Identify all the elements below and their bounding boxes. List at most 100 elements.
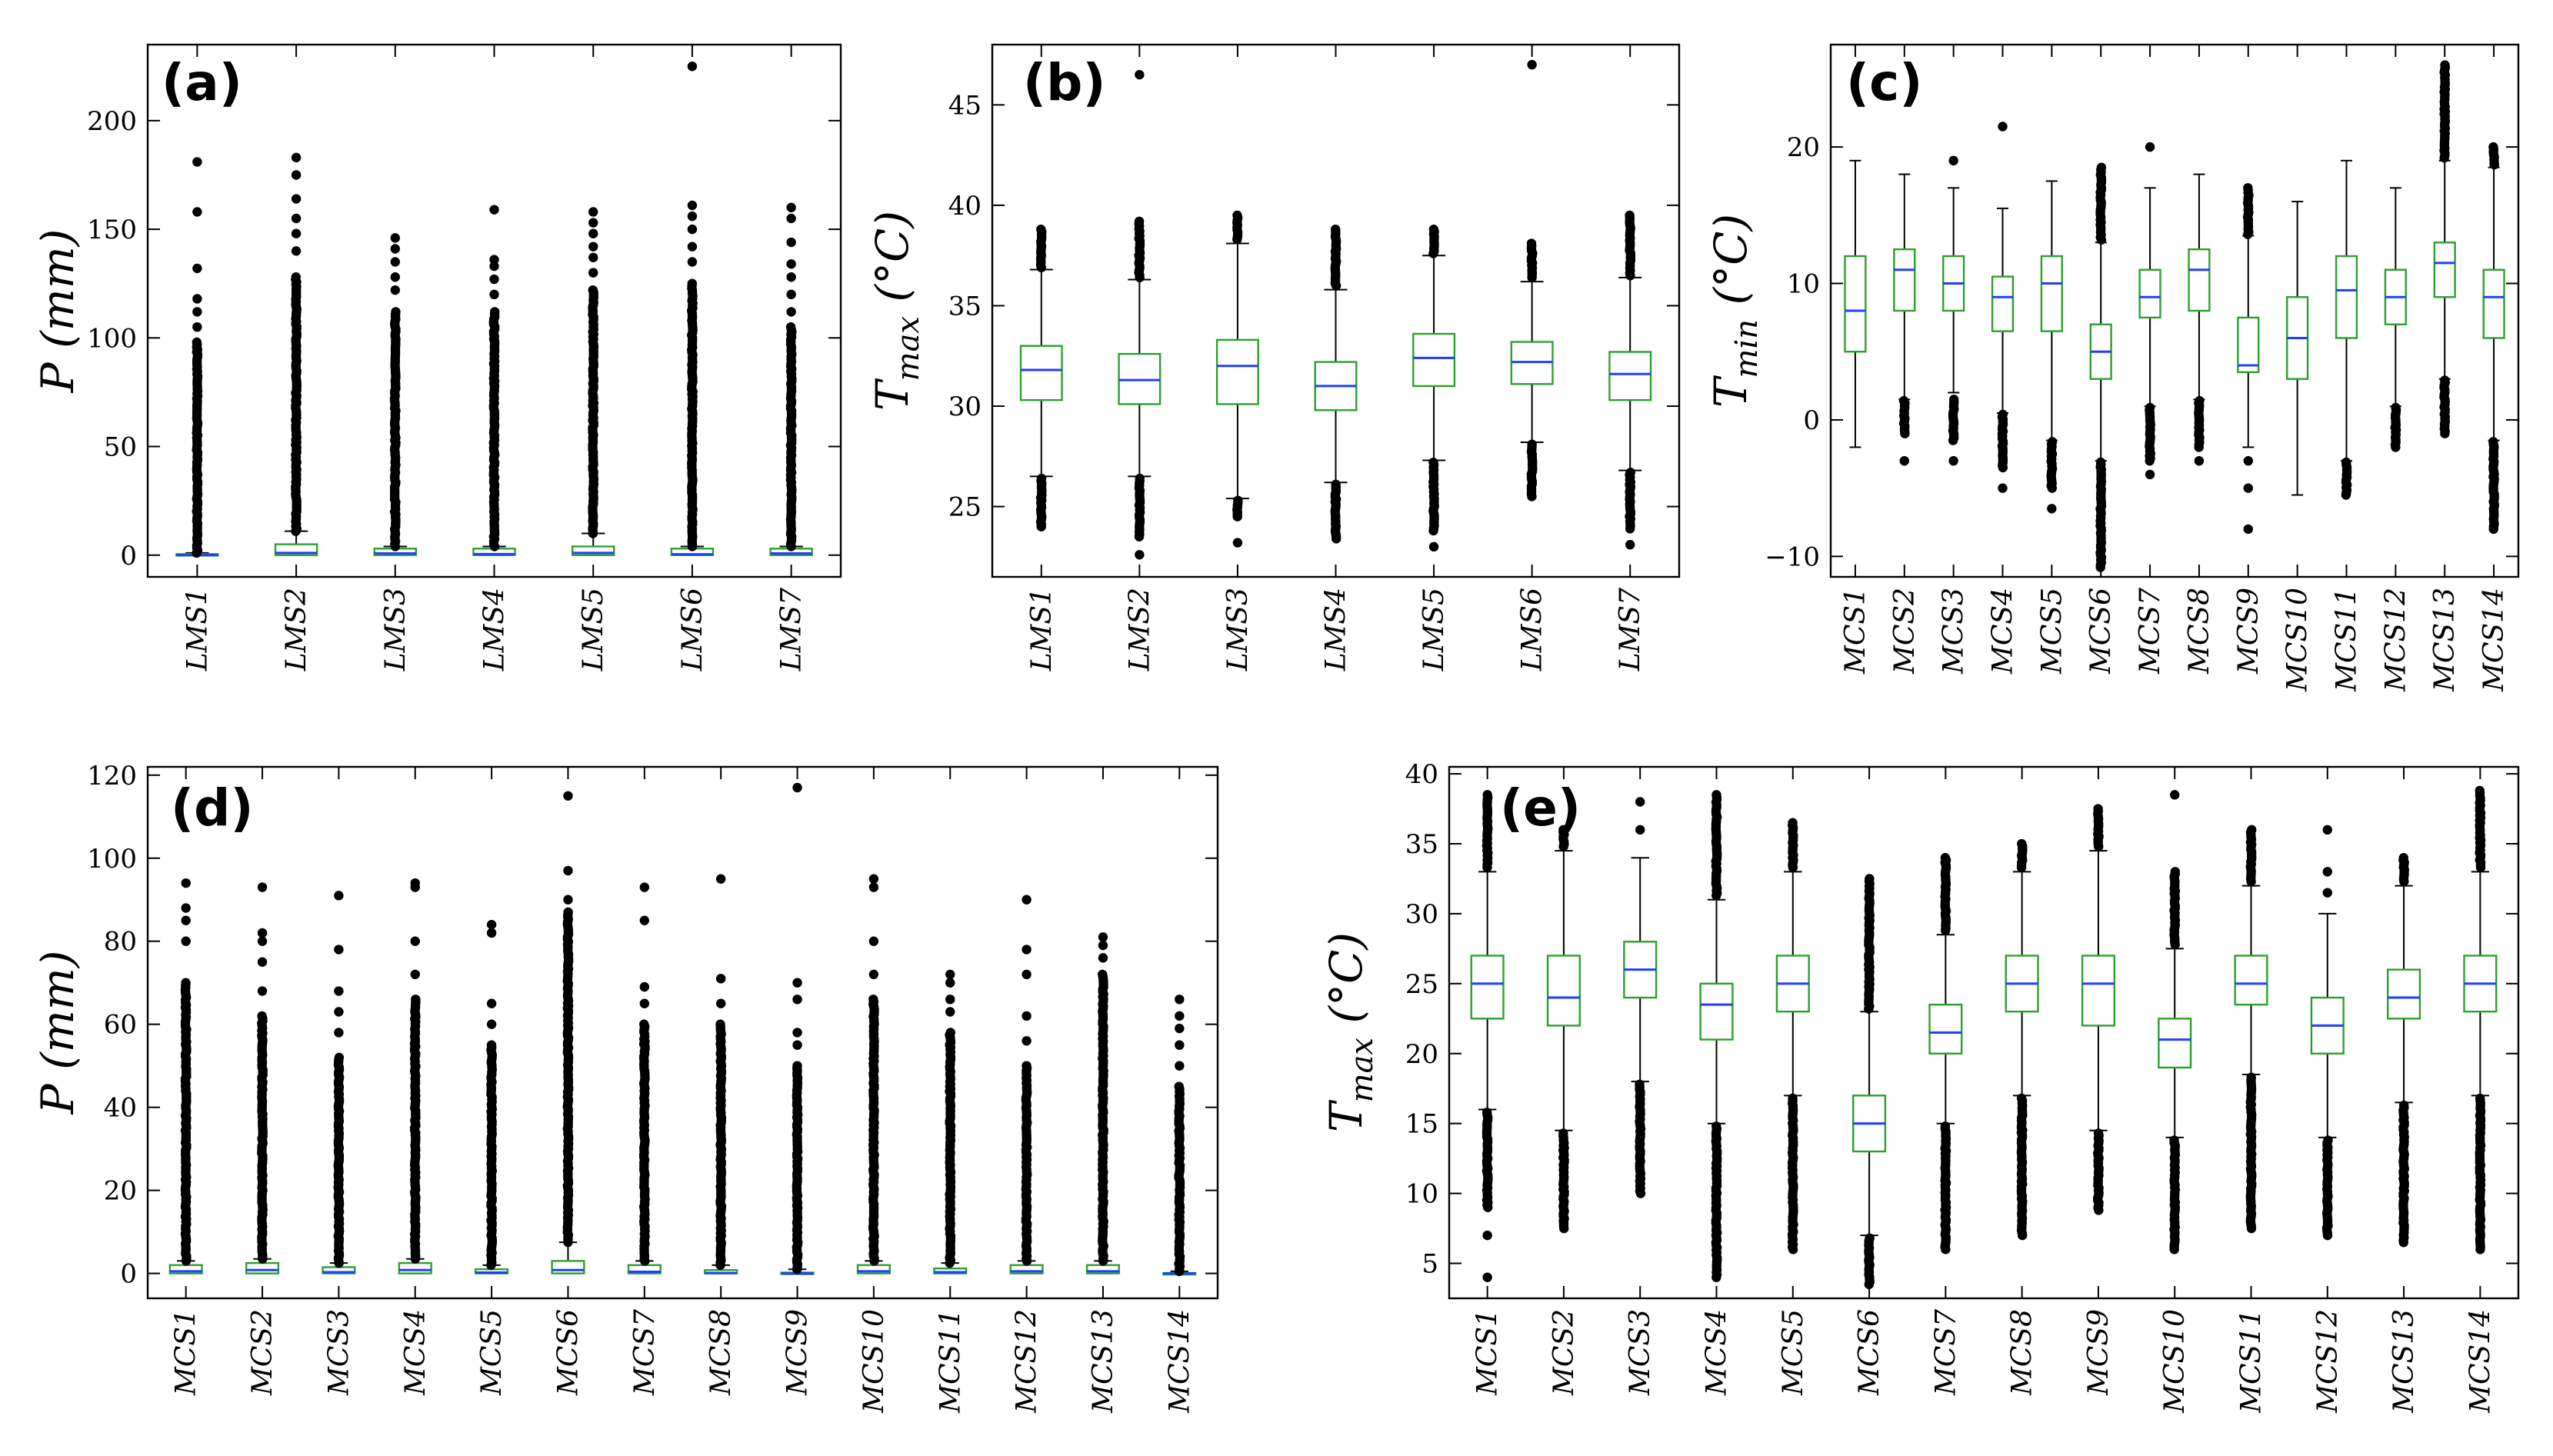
outlier-point (489, 274, 499, 285)
outlier-point (2247, 825, 2257, 835)
x-tick-label: MCS5 (2036, 588, 2068, 675)
iqr-box (1844, 255, 1867, 353)
x-tick-label: LMS7 (776, 588, 808, 671)
box-mcs13 (2433, 60, 2456, 438)
outlier-point (1898, 395, 1909, 406)
outlier-point (291, 272, 301, 282)
y-tick-label: 20 (1787, 132, 1820, 163)
outlier-point (945, 1007, 955, 1017)
iqr-box (2081, 955, 2115, 1027)
y-tick-label: 0 (120, 541, 137, 571)
x-tick-label: LMS1 (1026, 588, 1058, 671)
box-lms6 (670, 62, 715, 556)
outlier-point (1635, 825, 1645, 835)
outlier-point (1788, 818, 1798, 828)
box-mcs14 (2482, 142, 2505, 535)
outlier-point (1940, 1121, 1951, 1131)
y-axis-label: Tmin (°C) (1705, 214, 1765, 408)
iqr-box (398, 1261, 432, 1274)
x-tick-label: MCS2 (1548, 1309, 1580, 1396)
outlier-point (2145, 402, 2155, 413)
box-mcs8 (704, 874, 738, 1274)
outlier-point (1711, 790, 1721, 800)
outlier-point (2322, 867, 2332, 877)
outlier-point (2475, 1093, 2485, 1104)
outlier-point (410, 969, 420, 980)
box-mcs1 (1844, 159, 1867, 448)
outlier-point (181, 915, 191, 925)
x-tick-label: MCS4 (1701, 1309, 1733, 1396)
y-tick-label: 40 (1405, 759, 1438, 790)
box-mcs2 (1546, 825, 1581, 1234)
outlier-point (945, 969, 955, 980)
x-tick-label: MCS10 (858, 1309, 890, 1414)
x-tick-label: LMS1 (182, 588, 213, 671)
outlier-point (2323, 1135, 2333, 1145)
outlier-point (1635, 797, 1645, 807)
outlier-point (1233, 495, 1243, 505)
outlier-point (2243, 524, 2253, 535)
outlier-point (588, 285, 598, 295)
outlier-point (1635, 1079, 1645, 1089)
outlier-point (2322, 825, 2332, 835)
box-mcs14 (2463, 785, 2498, 1254)
outlier-point (2398, 1100, 2409, 1111)
x-tick-label: MCS12 (2312, 1309, 2344, 1414)
y-tick-label: 45 (948, 90, 982, 121)
outlier-point (1175, 1040, 1185, 1050)
box-mcs3 (322, 891, 356, 1274)
x-tick-label: MCS11 (935, 1309, 966, 1414)
box-lms1 (1019, 225, 1063, 531)
y-tick-label: 20 (104, 1176, 137, 1207)
outlier-point (257, 882, 268, 892)
outlier-point (639, 981, 650, 992)
outlier-point (192, 307, 202, 317)
plot-frame (146, 765, 1219, 1300)
outlier-point (291, 228, 302, 238)
y-axis-label-sub: max (1345, 1038, 1380, 1102)
box-mcs9 (780, 782, 815, 1275)
y-axis-label-var: P (32, 1083, 84, 1114)
x-tick-label: LMS6 (677, 588, 708, 671)
iqr-box (1019, 345, 1063, 401)
x-tick-label: MCS3 (323, 1309, 355, 1396)
outlier-point (588, 218, 598, 228)
box-mcs9 (2237, 183, 2260, 535)
outlier-point (390, 272, 400, 282)
outlier-point (257, 928, 268, 938)
x-tick-label: MCS9 (2233, 588, 2265, 675)
outlier-point (2093, 1128, 2104, 1138)
outlier-point (2322, 888, 2332, 898)
x-tick-label: LMS2 (1124, 588, 1155, 671)
outlier-point (1625, 210, 1635, 221)
outlier-point (334, 1028, 344, 1038)
iqr-box (245, 1261, 280, 1274)
y-axis-label-var: P (32, 362, 84, 393)
outlier-point (1788, 1093, 1798, 1104)
box-mcs11 (933, 969, 968, 1274)
box-mcs11 (2234, 825, 2268, 1234)
outlier-point (2243, 183, 2253, 193)
box-mcs1 (168, 878, 203, 1274)
outlier-point (291, 213, 302, 224)
outlier-point (792, 1028, 802, 1038)
outlier-point (334, 986, 344, 996)
iqr-box (1470, 955, 1505, 1020)
y-axis-label-unit: (mm) (32, 951, 84, 1085)
y-axis-label-var: T (1705, 375, 1757, 408)
x-tick-label: MCS10 (2282, 588, 2314, 692)
iqr-box (2335, 255, 2358, 339)
box-lms4 (472, 205, 516, 556)
x-tick-label: MCS14 (2465, 1309, 2496, 1414)
outlier-point (1175, 1023, 1185, 1034)
outlier-point (687, 224, 698, 235)
y-tick-label: 25 (1405, 969, 1438, 1000)
y-tick-label: 80 (104, 927, 137, 958)
outlier-point (486, 928, 497, 938)
y-tick-label: 30 (948, 391, 982, 422)
outlier-point (2093, 804, 2103, 814)
x-tick-label: MCS7 (1930, 1309, 1961, 1396)
outlier-point (1865, 1233, 1875, 1244)
outlier-point (687, 257, 698, 267)
y-tick-label: 10 (1787, 269, 1820, 300)
